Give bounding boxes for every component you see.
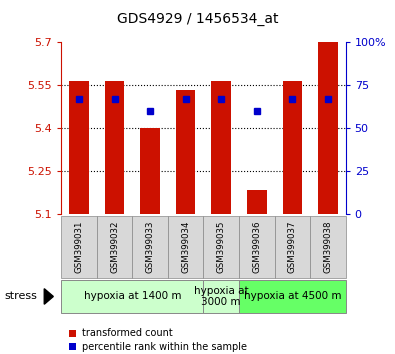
Text: stress: stress: [4, 291, 37, 302]
Text: percentile rank within the sample: percentile rank within the sample: [82, 342, 247, 352]
Text: GSM399037: GSM399037: [288, 221, 297, 273]
Text: GSM399038: GSM399038: [324, 221, 332, 273]
Text: hypoxia at 4500 m: hypoxia at 4500 m: [244, 291, 341, 302]
Text: GDS4929 / 1456534_at: GDS4929 / 1456534_at: [117, 12, 278, 27]
Text: GSM399033: GSM399033: [146, 221, 154, 273]
Text: GSM399036: GSM399036: [252, 221, 261, 273]
Text: GSM399031: GSM399031: [75, 221, 83, 273]
Text: hypoxia at 1400 m: hypoxia at 1400 m: [84, 291, 181, 302]
Bar: [282, 81, 302, 214]
Polygon shape: [44, 289, 53, 304]
Bar: [318, 42, 338, 214]
Bar: [211, 81, 231, 214]
Bar: [105, 81, 124, 214]
Bar: [176, 90, 196, 214]
Text: GSM399032: GSM399032: [110, 221, 119, 273]
Text: hypoxia at
3000 m: hypoxia at 3000 m: [194, 286, 248, 307]
Text: GSM399035: GSM399035: [217, 221, 226, 273]
Bar: [140, 128, 160, 214]
Bar: [247, 190, 267, 214]
Text: transformed count: transformed count: [82, 329, 173, 338]
Text: GSM399034: GSM399034: [181, 221, 190, 273]
Bar: [69, 81, 89, 214]
